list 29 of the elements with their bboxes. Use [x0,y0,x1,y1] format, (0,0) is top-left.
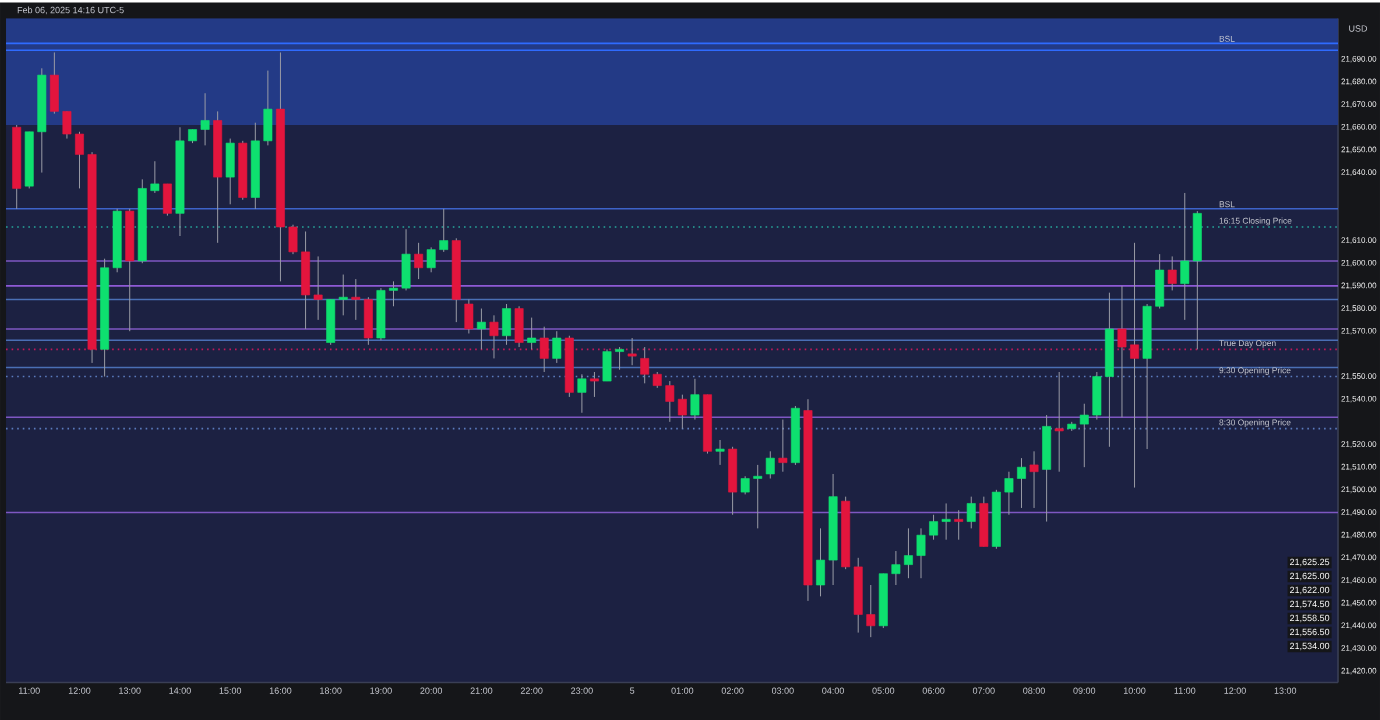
candlestick [326,298,336,346]
candlestick [1029,450,1039,509]
candlestick [778,418,788,472]
candlestick [954,509,964,540]
candlestick [476,307,486,350]
candlestick [966,495,976,529]
candlestick [577,373,587,414]
candlestick [690,378,700,420]
candlestick [539,325,549,373]
candlestick [552,330,562,364]
candlestick [502,303,511,346]
candlestick [1167,255,1177,291]
candlestick [1054,371,1064,472]
candlestick [225,137,235,205]
candlestick [489,314,499,359]
candlestick [590,371,599,398]
candlestick [464,298,474,334]
candlestick [514,305,524,348]
candlestick [627,337,637,366]
candlestick [527,316,537,350]
candlestick [338,273,348,316]
candlestick [728,446,738,516]
candlestick [162,183,172,216]
candlestick [1155,253,1165,309]
candlestick [414,242,424,280]
candlestick [1042,414,1052,522]
candlestick [715,439,725,466]
candlestick [979,495,989,547]
candlestick [765,450,775,479]
